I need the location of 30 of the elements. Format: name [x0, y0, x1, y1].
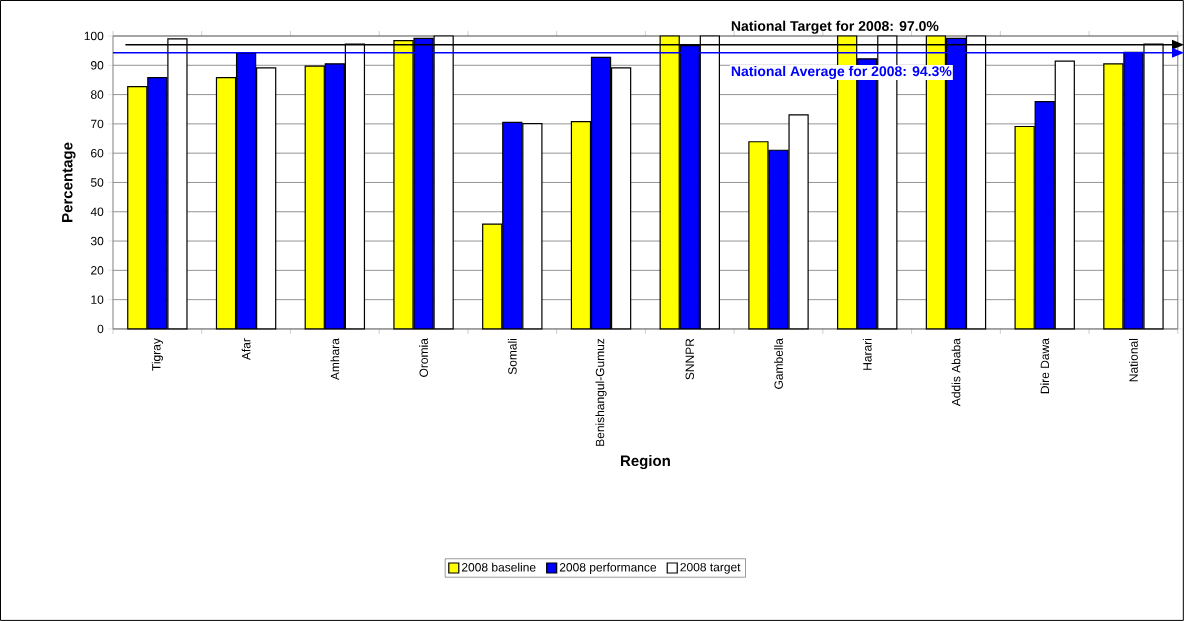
- y-tick-label: 10: [91, 295, 104, 304]
- legend-label: 2008 target: [680, 562, 741, 574]
- y-tick-label: 40: [90, 207, 104, 217]
- y-tick-label: 0: [97, 324, 104, 334]
- y-tick-label: 90: [91, 61, 104, 70]
- x-tick-label: Gambella: [774, 338, 783, 389]
- ref-line-label: National Average for 2008: 94.3%: [731, 65, 952, 80]
- x-tick-label: SNNPR: [685, 338, 695, 380]
- y-tick-label: 30: [90, 236, 104, 246]
- x-tick-label: Harari: [862, 339, 872, 370]
- x-tick-label: National: [1129, 339, 1138, 382]
- legend-label: 2008 performance: [559, 562, 657, 574]
- x-tick-label: Benishangul-Gumuz: [595, 338, 607, 446]
- x-tick-label: Afar: [241, 338, 251, 361]
- y-tick-label: 80: [90, 90, 104, 99]
- x-tick-label: Somali: [507, 339, 517, 375]
- x-tick-label: Amhara: [330, 338, 340, 381]
- y-tick-label: 100: [84, 31, 104, 41]
- x-tick-label: Oromia: [419, 338, 428, 377]
- x-tick-label: Addis Ababa: [951, 338, 961, 407]
- y-tick-label: 50: [90, 178, 104, 187]
- y-tick-label: 20: [91, 266, 104, 275]
- x-tick-label: Tigray: [151, 338, 163, 371]
- legend-label: 2008 baseline: [461, 562, 536, 572]
- y-tick-label: 60: [91, 148, 104, 158]
- y-tick-label: 70: [91, 119, 104, 129]
- y-axis-title: Percentage: [62, 142, 76, 222]
- legend-label: National Target for 2008: 97.0%: [731, 20, 939, 34]
- x-axis-title: Region: [620, 455, 670, 470]
- x-tick-label: Dire Dawa: [1040, 338, 1050, 394]
